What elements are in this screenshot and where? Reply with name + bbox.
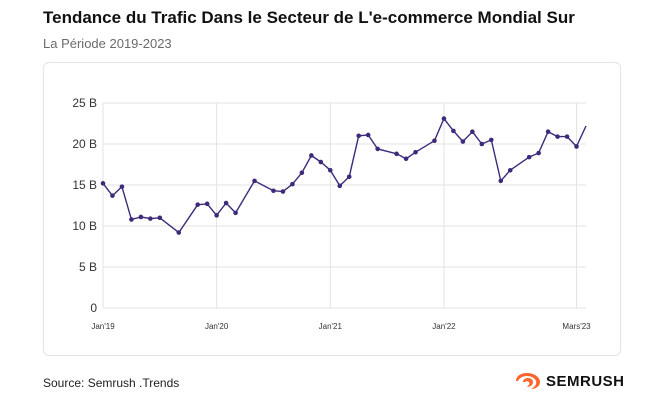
data-point[interactable] bbox=[223, 200, 229, 206]
chart-title: Tendance du Trafic Dans le Secteur de L'… bbox=[43, 8, 575, 27]
data-point[interactable] bbox=[337, 183, 343, 189]
data-point[interactable] bbox=[451, 128, 456, 134]
data-point[interactable] bbox=[356, 133, 362, 139]
x-tick-label: Jan'21 bbox=[319, 322, 343, 331]
source-note: Source: Semrush .Trends bbox=[43, 376, 180, 390]
data-point[interactable] bbox=[148, 216, 153, 221]
chart-grid bbox=[102, 102, 586, 309]
data-point[interactable] bbox=[488, 137, 494, 143]
data-point[interactable] bbox=[100, 181, 106, 186]
y-tick-label: 20 B bbox=[72, 137, 97, 151]
x-tick-label: Jan'22 bbox=[432, 322, 456, 331]
data-point[interactable] bbox=[138, 214, 144, 220]
data-point[interactable] bbox=[271, 188, 276, 194]
data-point[interactable] bbox=[365, 132, 371, 138]
data-point[interactable] bbox=[204, 201, 210, 207]
data-point[interactable] bbox=[290, 181, 295, 187]
data-point[interactable] bbox=[299, 170, 305, 175]
data-point[interactable] bbox=[280, 189, 286, 194]
data-point[interactable] bbox=[375, 146, 380, 152]
data-point[interactable] bbox=[574, 144, 579, 149]
data-point[interactable] bbox=[545, 129, 551, 134]
data-point[interactable] bbox=[498, 178, 504, 184]
data-point[interactable] bbox=[129, 217, 134, 222]
y-tick-label: 5 B bbox=[79, 260, 97, 274]
data-point[interactable] bbox=[309, 153, 314, 158]
y-axis: 0 5 B 10 B 15 B 20 B 25 B bbox=[72, 96, 97, 315]
brand-logo: SEMRUSH bbox=[514, 372, 625, 390]
data-point[interactable] bbox=[470, 129, 475, 134]
x-tick-label: Mars'23 bbox=[562, 322, 591, 331]
series-line bbox=[102, 117, 587, 234]
x-axis: Jan'19 Jan'20 Jan'21 Jan'22 Mars'23 bbox=[91, 322, 591, 331]
data-point[interactable] bbox=[252, 178, 257, 184]
data-point[interactable] bbox=[432, 138, 437, 144]
chart-subtitle: La Période 2019-2023 bbox=[43, 36, 172, 51]
data-point[interactable] bbox=[564, 134, 570, 139]
data-point[interactable] bbox=[346, 174, 352, 180]
data-point[interactable] bbox=[555, 134, 560, 139]
data-point[interactable] bbox=[507, 167, 513, 173]
data-point[interactable] bbox=[460, 139, 466, 144]
line-chart: 05 B10 B15 B20 B25 B Jan'19 Jan'20 Jan'21 J… bbox=[72, 96, 591, 331]
data-point[interactable] bbox=[110, 193, 115, 198]
y-tick-label: 15 B bbox=[72, 178, 97, 192]
data-point[interactable] bbox=[403, 156, 409, 162]
y-tick-label: 0 bbox=[90, 301, 97, 315]
y-tick-label: 25 B bbox=[72, 96, 97, 110]
data-point[interactable] bbox=[176, 230, 182, 235]
data-point[interactable] bbox=[327, 167, 333, 173]
data-point[interactable] bbox=[536, 150, 541, 156]
data-point[interactable] bbox=[214, 213, 219, 218]
y-tick-label: 10 B bbox=[72, 219, 97, 233]
series-layer bbox=[100, 116, 587, 235]
data-point[interactable] bbox=[233, 210, 238, 216]
data-point[interactable] bbox=[119, 184, 125, 189]
data-point[interactable] bbox=[318, 159, 324, 165]
data-point[interactable] bbox=[479, 141, 485, 147]
data-point[interactable] bbox=[195, 202, 201, 207]
data-point[interactable] bbox=[413, 149, 418, 155]
data-point[interactable] bbox=[394, 151, 399, 157]
brand-name: SEMRUSH bbox=[546, 372, 625, 390]
x-tick-label: Jan'19 bbox=[91, 322, 115, 331]
x-tick-label: Jan'20 bbox=[205, 322, 229, 331]
semrush-flame-icon bbox=[516, 373, 540, 389]
data-point[interactable] bbox=[441, 116, 447, 121]
data-point[interactable] bbox=[526, 154, 532, 160]
data-point[interactable] bbox=[157, 215, 163, 221]
